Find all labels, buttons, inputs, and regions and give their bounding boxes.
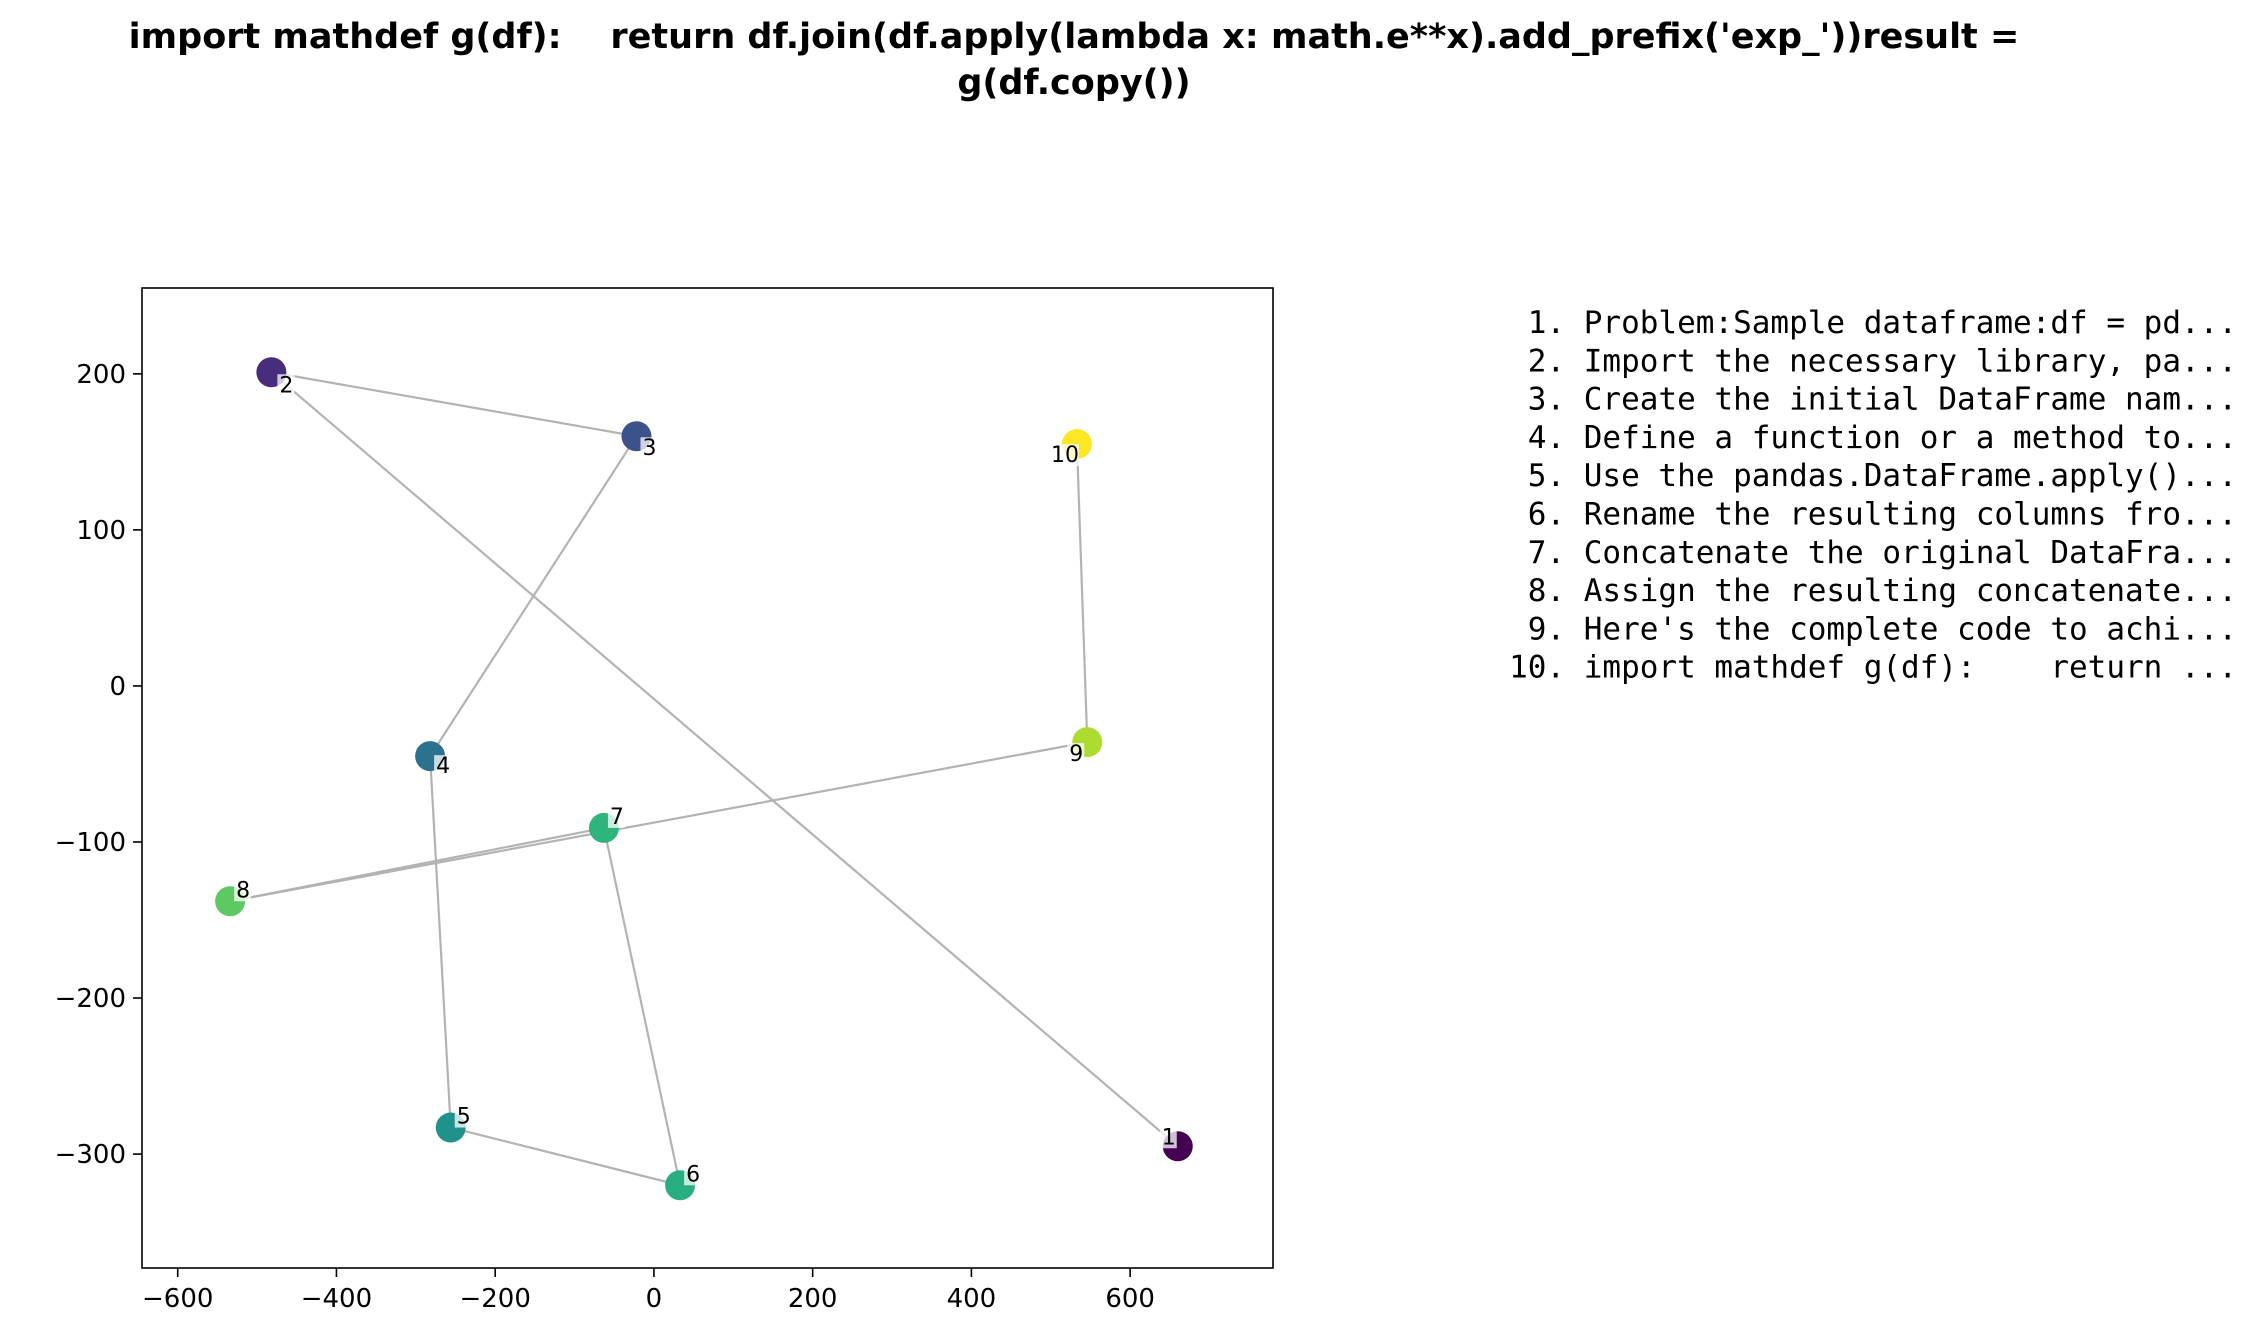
point-label: 10 (1051, 443, 1079, 468)
point-label: 3 (642, 436, 656, 461)
connector-lines (229, 371, 1179, 1187)
point-label-box (454, 1105, 472, 1128)
x-tick-label: 0 (646, 1284, 663, 1314)
y-tick-label: −100 (55, 828, 126, 858)
connector-line (429, 756, 452, 1128)
point-label: 5 (457, 1105, 471, 1130)
connector-line (1075, 444, 1089, 743)
point-label-box (607, 805, 625, 828)
y-tick-label: 0 (109, 672, 126, 702)
y-tick-label: 100 (76, 516, 126, 546)
y-axis-ticks: −300 −200 −100 0 100 200 (55, 360, 142, 1170)
point-label-box (640, 437, 658, 460)
point-labels: 1 2 3 4 5 6 7 8 9 10 (234, 373, 1177, 1187)
x-tick-label: −400 (301, 1284, 372, 1314)
point-label: 2 (279, 373, 293, 398)
connector-line (270, 371, 1179, 1148)
step-item: 8. Assign the resulting concatenate... (1528, 573, 2237, 609)
step-item: 1. Problem:Sample dataframe:df = pd... (1528, 305, 2237, 341)
point-label-box (1159, 1126, 1177, 1149)
x-tick-label: 200 (788, 1284, 838, 1314)
chart-title-line: g(df.copy()) (957, 63, 1190, 103)
point-label-box (1048, 444, 1079, 467)
point-label: 4 (436, 754, 450, 779)
connector-line (271, 371, 637, 438)
connector-line (602, 827, 682, 1186)
step-item: 2. Import the necessary library, pa... (1528, 343, 2237, 379)
plot-frame (141, 287, 1274, 1269)
connector-line (229, 741, 1088, 903)
y-tick-label: −200 (55, 984, 126, 1014)
point-label: 8 (236, 878, 250, 903)
y-tick-label: 200 (76, 360, 126, 390)
point-label: 6 (686, 1162, 700, 1187)
chart-title: import mathdef g(df): return df.join(df.… (129, 17, 2020, 103)
point-label-box (434, 755, 452, 778)
x-tick-label: −200 (459, 1284, 530, 1314)
step-item: 9. Here's the complete code to achi... (1528, 611, 2237, 647)
x-tick-label: −600 (142, 1284, 213, 1314)
data-points (215, 357, 1193, 1201)
step-item: 5. Use the pandas.DataFrame.apply()... (1528, 458, 2237, 494)
point-label: 9 (1069, 742, 1083, 767)
steps-list: 1. Problem:Sample dataframe:df = pd...2.… (1509, 305, 2237, 686)
step-item: 7. Concatenate the original DataFra... (1528, 535, 2237, 571)
x-tick-label: 600 (1105, 1284, 1155, 1314)
x-axis-ticks: −600 −400 −200 0 200 400 600 (142, 1268, 1155, 1314)
point-label: 7 (610, 805, 624, 830)
step-item: 3. Create the initial DataFrame nam... (1528, 382, 2237, 418)
chart-title-line: import mathdef g(df): return df.join(df.… (129, 17, 2020, 57)
connector-line (450, 1126, 681, 1187)
step-item: 6. Rename the resulting columns fro... (1528, 497, 2237, 533)
step-item: 10. import mathdef g(df): return ... (1509, 650, 2237, 686)
step-item: 4. Define a function or a method to... (1528, 420, 2237, 456)
y-tick-label: −300 (55, 1140, 126, 1170)
x-tick-label: 400 (947, 1284, 997, 1314)
point-label: 1 (1162, 1125, 1176, 1150)
point-label-box (684, 1163, 702, 1186)
connector-line (429, 435, 638, 757)
point-label-box (277, 374, 295, 397)
point-label-box (234, 879, 252, 902)
point-label-box (1067, 743, 1085, 766)
